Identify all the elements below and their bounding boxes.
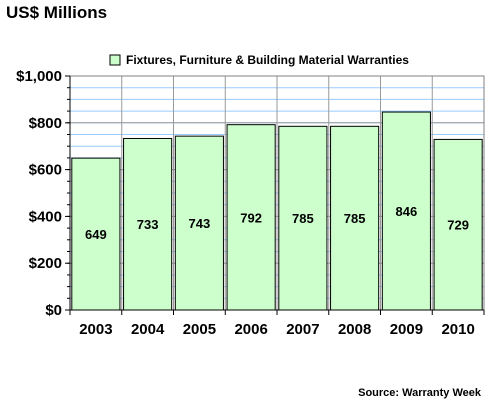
chart-title: US$ Millions (6, 3, 108, 22)
data-label-2005: 743 (189, 216, 211, 231)
y-tick-label: $400 (29, 208, 62, 225)
x-tick-label: 2004 (131, 321, 165, 338)
axes (65, 75, 485, 315)
bar-2008 (330, 125, 380, 311)
data-label-2008: 785 (344, 211, 366, 226)
y-tick-label: $1,000 (16, 68, 62, 85)
bar-2003 (71, 157, 121, 311)
data-label-2006: 792 (240, 210, 262, 225)
x-tick-labels: 2003 2004 2005 2006 2007 2008 2009 2010 (79, 321, 475, 338)
y-tick-labels: $0 $200 $400 $600 $800 $1,000 (16, 68, 62, 319)
x-tick-label: 2007 (286, 321, 319, 338)
data-label-2009: 846 (396, 204, 418, 219)
bar-2009 (381, 111, 431, 311)
source-note: Source: Warranty Week (358, 387, 481, 399)
data-label-2010: 729 (447, 218, 469, 233)
x-tick-label: 2010 (441, 321, 474, 338)
bars (71, 111, 483, 311)
y-tick-label: $600 (29, 162, 62, 179)
x-tick-label: 2009 (390, 321, 423, 338)
legend-label: Fixtures, Furniture & Building Material … (126, 53, 409, 67)
data-label-2007: 785 (292, 211, 314, 226)
data-labels: 649 733 743 792 785 785 846 729 (85, 204, 469, 242)
x-tick-label: 2005 (183, 321, 216, 338)
x-tick-label: 2008 (338, 321, 371, 338)
y-tick-label: $800 (29, 115, 62, 132)
x-tick-label: 2006 (234, 321, 267, 338)
legend-swatch (109, 54, 121, 66)
legend: Fixtures, Furniture & Building Material … (109, 53, 409, 67)
bar-2007 (278, 125, 328, 311)
bar-2006 (226, 124, 276, 311)
bar-2004 (123, 137, 173, 311)
bar-2005 (174, 135, 224, 311)
y-tick-label: $0 (45, 302, 62, 319)
data-label-2003: 649 (85, 227, 107, 242)
data-label-2004: 733 (137, 217, 159, 232)
x-tick-label: 2003 (79, 321, 112, 338)
y-tick-label: $200 (29, 255, 62, 272)
